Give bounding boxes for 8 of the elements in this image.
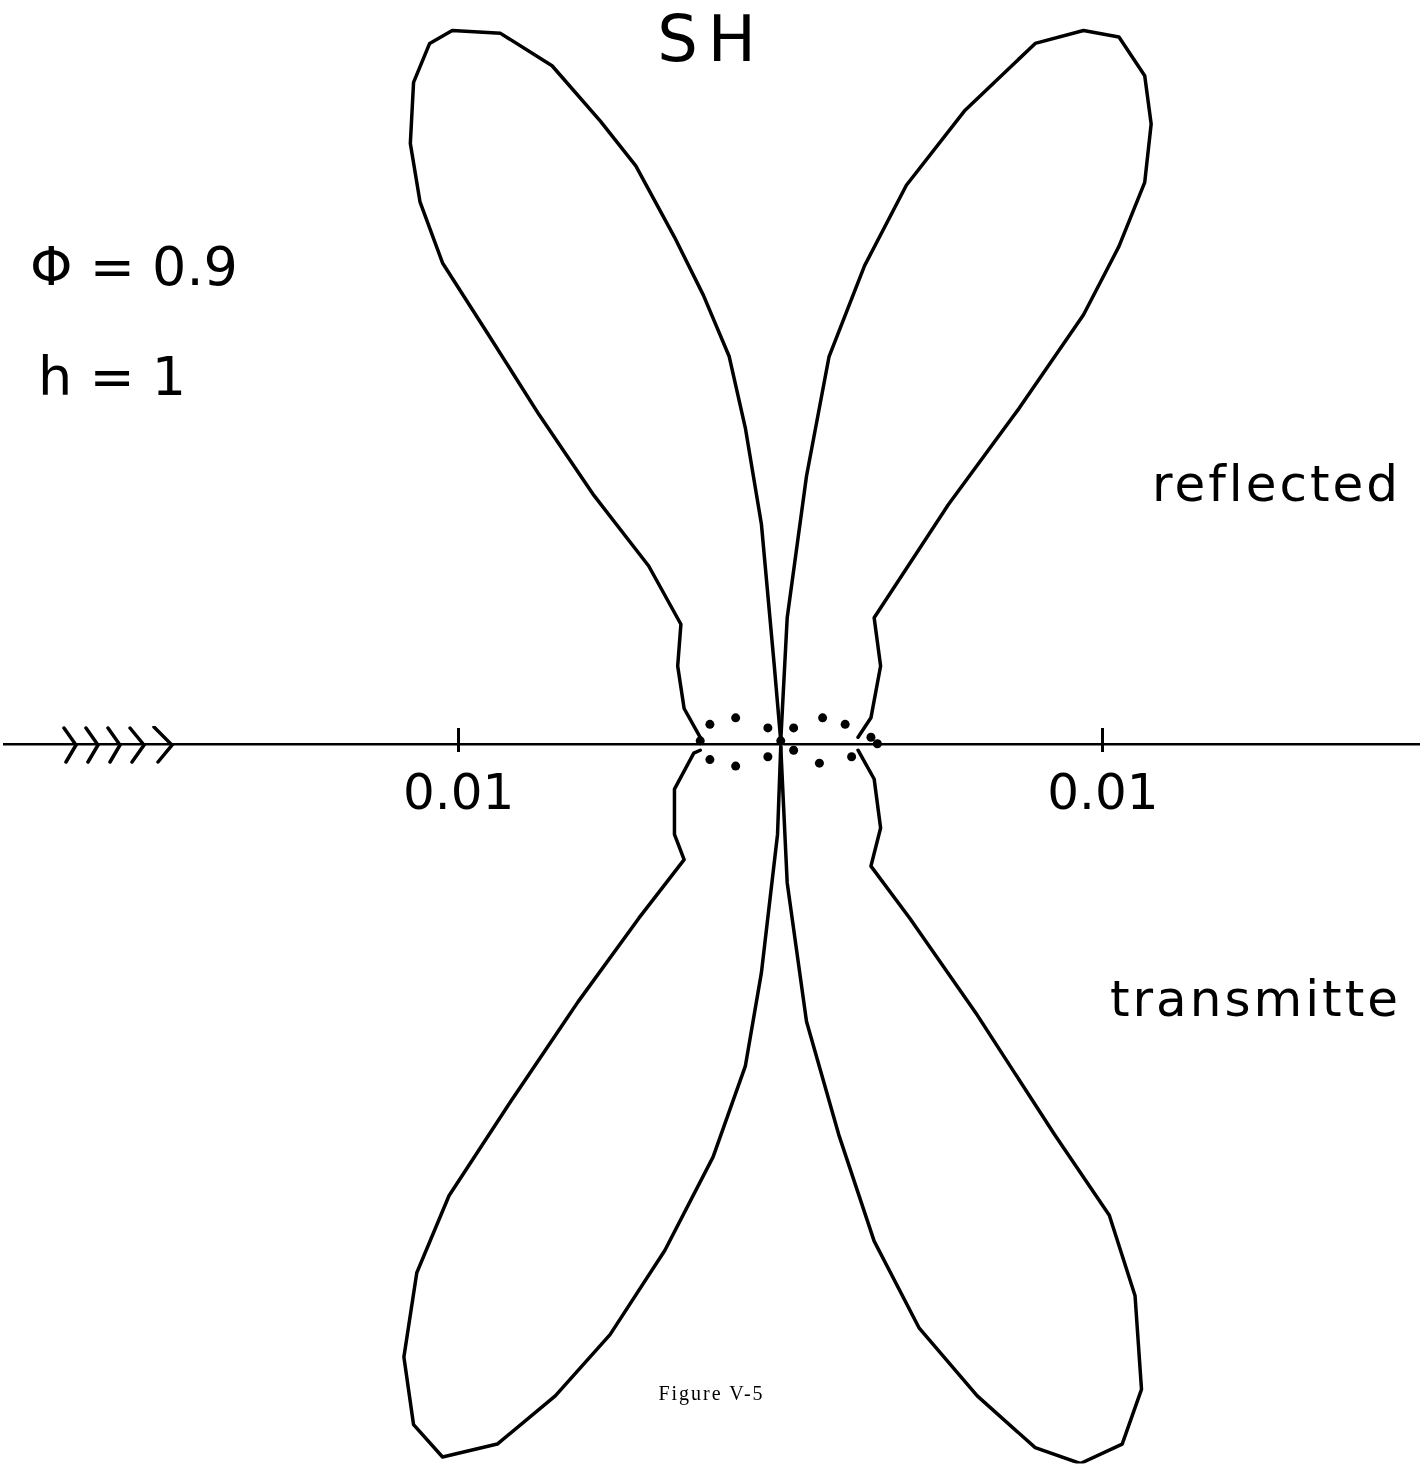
annotation: Figure V-5 — [657, 1382, 766, 1405]
chart-title: SH — [656, 2, 767, 76]
annotation: h = 1 — [38, 345, 187, 408]
x-tick-label: 0.01 — [402, 762, 515, 821]
annotation: Φ = 0.9 — [30, 235, 238, 298]
annotation: reflected — [1151, 455, 1401, 513]
x-tick-label: 0.01 — [1047, 762, 1159, 821]
annotation: transmitte — [1109, 970, 1401, 1028]
